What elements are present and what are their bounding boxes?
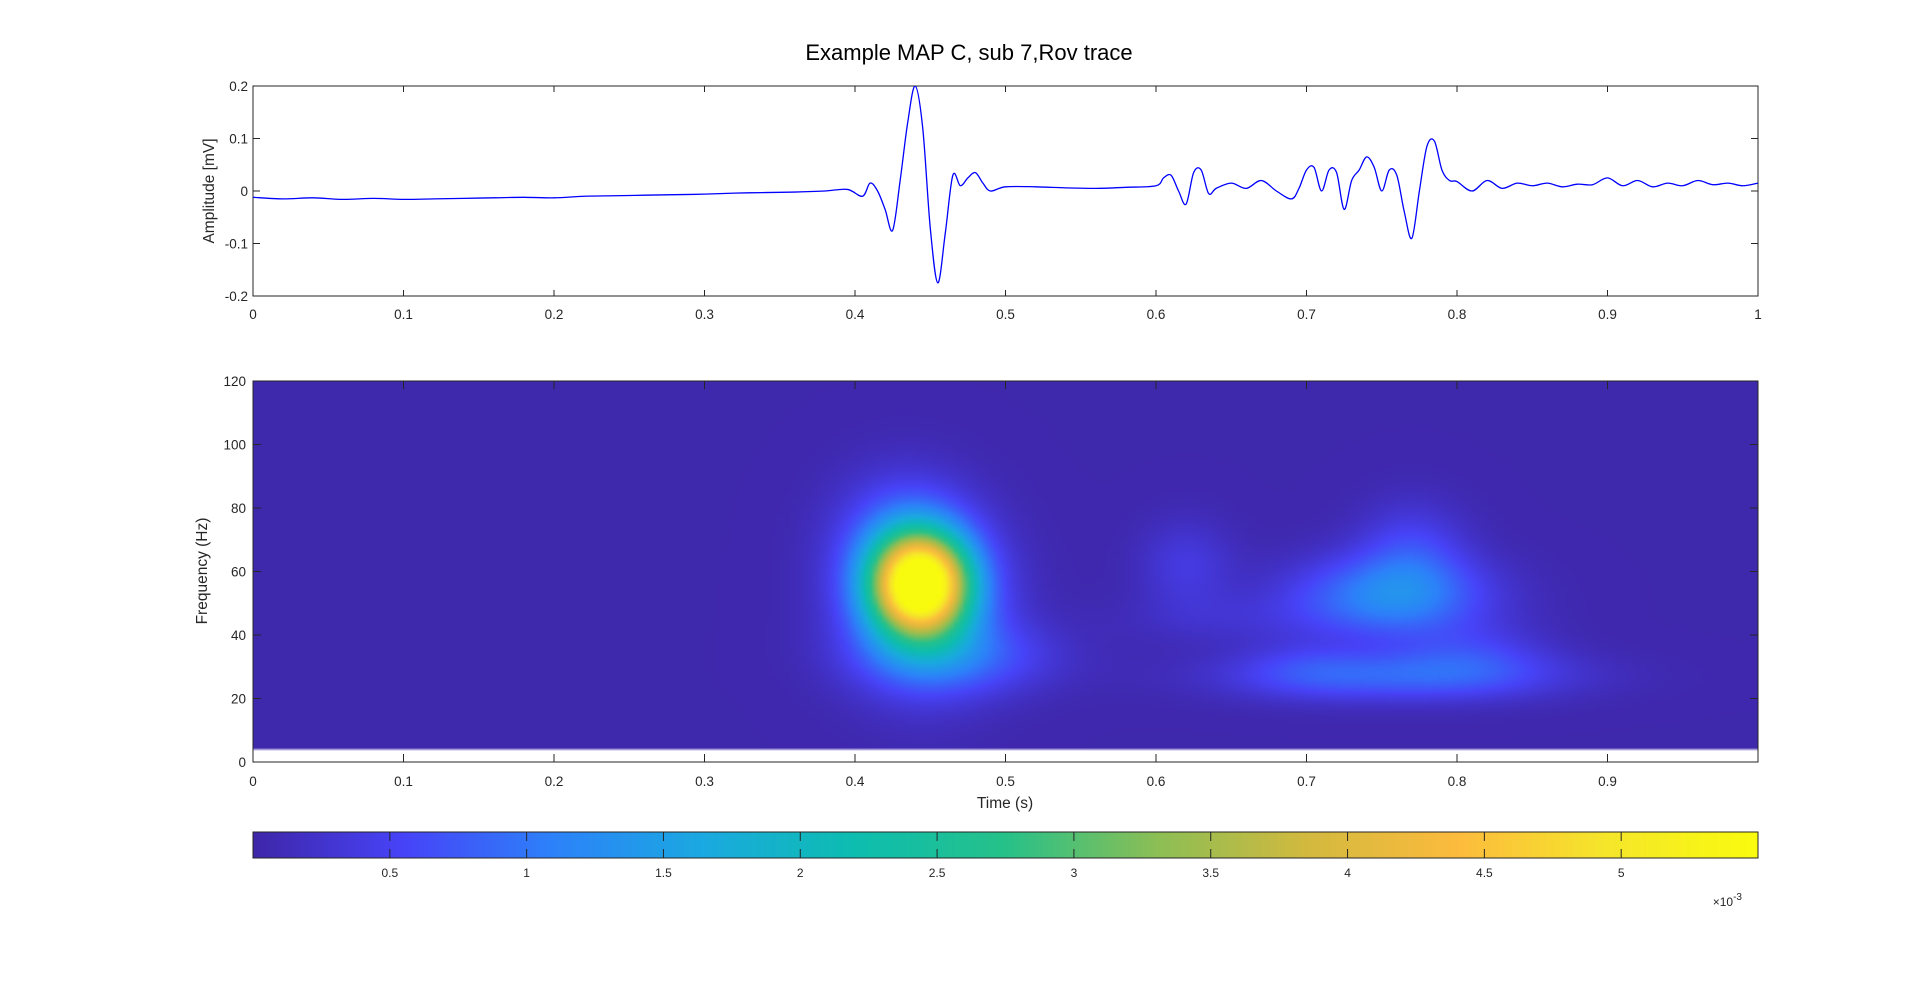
colorbar-tick-label: 3 xyxy=(1071,866,1078,880)
trace-xtick-label: 1 xyxy=(1754,307,1762,322)
trace-ytick-label: -0.1 xyxy=(225,237,248,252)
colorbar-tick-label: 2 xyxy=(797,866,804,880)
trace-xtick-label: 0.8 xyxy=(1448,307,1467,322)
heatmap-ylabel: Frequency (Hz) xyxy=(194,518,211,625)
trace-xtick-label: 0.5 xyxy=(996,307,1015,322)
chart-title: Example MAP C, sub 7,Rov trace xyxy=(805,40,1132,65)
heatmap-xtick-label: 0.3 xyxy=(695,774,714,789)
trace-ytick-label: 0 xyxy=(240,184,248,199)
heatmap-ytick-label: 80 xyxy=(231,501,246,516)
heatmap-xtick-label: 0.4 xyxy=(846,774,865,789)
trace-line xyxy=(253,86,1758,284)
trace-xtick-label: 0.4 xyxy=(846,307,865,322)
heatmap-ytick-label: 100 xyxy=(223,438,246,453)
colorbar-tick-label: 5 xyxy=(1618,866,1625,880)
trace-xtick-label: 0 xyxy=(249,307,257,322)
colorbar-fill xyxy=(252,831,1759,859)
colorbar-tick-label: 0.5 xyxy=(381,866,398,880)
heatmap-xtick-label: 0.6 xyxy=(1147,774,1166,789)
trace-xtick-label: 0.7 xyxy=(1297,307,1316,322)
heatmap-ytick-label: 40 xyxy=(231,628,246,643)
trace-xtick-label: 0.3 xyxy=(695,307,714,322)
heatmap-xtick-label: 0.2 xyxy=(545,774,564,789)
trace-ticks: 0 0.1 0.2 0.3 0.4 0.5 0.6 0.7 0.8 0.9 1 -0.2 -0.1 0 0.… xyxy=(225,79,1762,322)
heatmap-xtick-label: 0.7 xyxy=(1297,774,1316,789)
trace-ytick-label: 0.2 xyxy=(229,79,248,94)
trace-axes-box xyxy=(252,85,1759,297)
trace-panel: 0 0.1 0.2 0.3 0.4 0.5 0.6 0.7 0.8 0.9 1 -0.2 -0.1 0 0.… xyxy=(201,79,1762,322)
heatmap-panel: 0 0.1 0.2 0.3 0.4 0.5 0.6 0.7 0.8 0.9 0 20 40 60 80 100… xyxy=(194,374,1759,812)
colorbar-exponent: ×10-3 xyxy=(1713,892,1743,909)
trace-xtick-label: 0.2 xyxy=(545,307,564,322)
colorbar: 0.5 1 1.5 2 2.5 3 3.5 4 4.5 5 ×10-3 xyxy=(252,831,1759,909)
trace-xtick-label: 0.1 xyxy=(394,307,413,322)
heatmap-xlabel: Time (s) xyxy=(977,795,1033,812)
trace-ytick-label: 0.1 xyxy=(229,132,248,147)
trace-ylabel: Amplitude [mV] xyxy=(201,138,218,243)
trace-ytick-label: -0.2 xyxy=(225,289,248,304)
trace-xtick-label: 0.9 xyxy=(1598,307,1617,322)
heatmap-ytick-label: 120 xyxy=(223,374,246,389)
heatmap-xtick-label: 0.9 xyxy=(1598,774,1617,789)
trace-xtick-label: 0.6 xyxy=(1147,307,1166,322)
heatmap-ytick-label: 0 xyxy=(238,755,246,770)
heatmap-xtick-label: 0 xyxy=(249,774,257,789)
colorbar-tick-label: 2.5 xyxy=(929,866,946,880)
heatmap-ytick-label: 20 xyxy=(231,692,246,707)
heatmap-xtick-label: 0.1 xyxy=(394,774,413,789)
heatmap-ytick-label: 60 xyxy=(231,565,246,580)
colorbar-exponent-base: ×10 xyxy=(1713,895,1734,909)
colorbar-tick-label: 1.5 xyxy=(655,866,672,880)
colorbar-tick-label: 4 xyxy=(1344,866,1351,880)
heatmap-image xyxy=(253,381,1758,762)
heatmap-xtick-label: 0.5 xyxy=(996,774,1015,789)
heatmap-ticks: 0 0.1 0.2 0.3 0.4 0.5 0.6 0.7 0.8 0.9 0 20 40 60 80 100… xyxy=(223,374,1758,789)
colorbar-exponent-power: -3 xyxy=(1733,892,1742,903)
colorbar-tick-label: 1 xyxy=(523,866,530,880)
colorbar-tick-label: 3.5 xyxy=(1202,866,1219,880)
heatmap-xtick-label: 0.8 xyxy=(1448,774,1467,789)
colorbar-tick-label: 4.5 xyxy=(1476,866,1493,880)
colorbar-ticks: 0.5 1 1.5 2 2.5 3 3.5 4 4.5 5 xyxy=(381,832,1625,880)
